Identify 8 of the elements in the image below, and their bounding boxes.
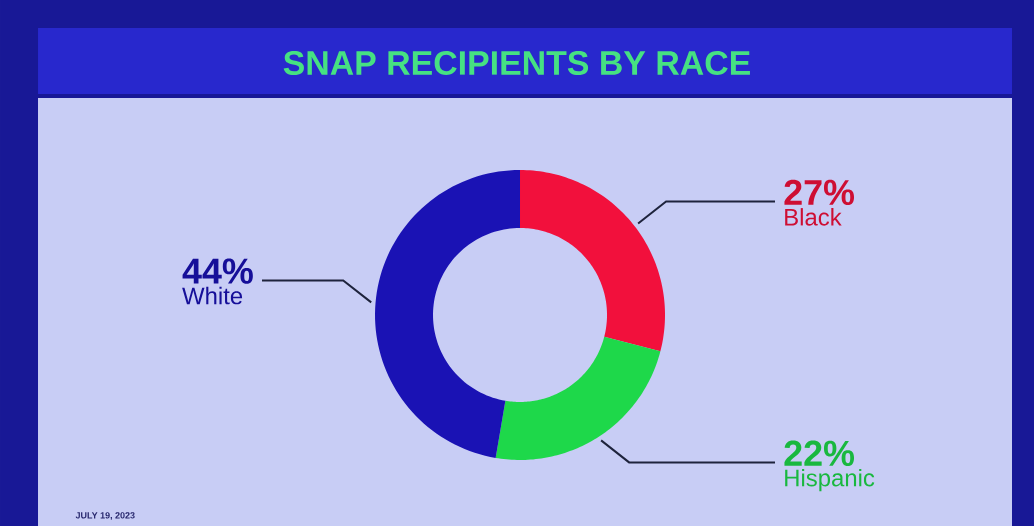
text: JULY 19, 2023 (75, 512, 135, 520)
data-label: 22% (784, 440, 855, 466)
slice-label: Hispanic (785, 468, 875, 492)
chart-title: SNAP RECIPIENTS BY RACE (283, 50, 750, 75)
slice-label: White (182, 286, 243, 305)
slice-label: Black (785, 208, 842, 226)
data-label: 44% (182, 258, 253, 284)
data-label: 27% (784, 179, 855, 206)
